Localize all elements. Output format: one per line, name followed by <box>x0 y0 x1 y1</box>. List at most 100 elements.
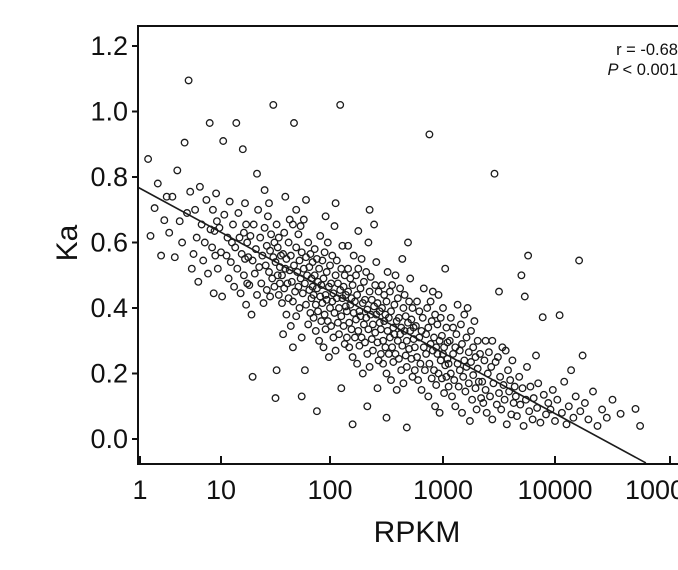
data-point <box>539 390 548 399</box>
svg-text:1.2: 1.2 <box>90 31 128 61</box>
data-point <box>453 300 462 309</box>
data-point <box>560 377 569 386</box>
data-point <box>294 282 303 291</box>
data-point <box>413 297 421 306</box>
data-point <box>342 333 351 342</box>
data-point <box>398 341 407 350</box>
data-point <box>602 413 611 422</box>
data-point <box>538 313 547 322</box>
data-point <box>367 295 376 304</box>
data-point <box>593 421 602 430</box>
data-point <box>314 307 322 316</box>
data-point <box>478 377 487 386</box>
data-point <box>362 268 371 276</box>
data-point <box>332 256 341 265</box>
data-point <box>387 307 395 316</box>
data-point <box>481 385 490 394</box>
data-point <box>435 408 444 417</box>
data-point <box>419 343 428 352</box>
data-point <box>304 238 313 247</box>
data-point <box>384 349 393 358</box>
data-point <box>437 374 446 383</box>
data-point <box>235 233 244 242</box>
data-point <box>551 417 559 425</box>
data-point <box>536 418 545 427</box>
p-value-text: < 0.001 <box>622 61 678 79</box>
data-point <box>431 402 440 411</box>
data-point <box>467 358 475 366</box>
data-point <box>417 326 426 335</box>
data-point <box>382 369 391 378</box>
data-point <box>365 205 374 214</box>
data-point <box>415 307 424 316</box>
data-point <box>500 395 509 404</box>
data-point <box>464 348 473 357</box>
data-point <box>226 258 235 267</box>
data-point <box>564 402 573 411</box>
data-point <box>368 346 377 355</box>
data-point <box>260 186 269 195</box>
data-point <box>319 274 328 283</box>
data-point <box>355 341 364 350</box>
data-point <box>495 389 503 398</box>
data-point <box>410 343 419 352</box>
data-point <box>285 215 294 224</box>
data-point <box>337 312 346 321</box>
data-point <box>365 362 374 371</box>
data-point <box>331 271 340 280</box>
data-point <box>265 268 273 276</box>
data-point <box>217 248 225 257</box>
data-point <box>376 325 385 334</box>
data-point <box>518 384 527 393</box>
scatter-points <box>144 76 645 432</box>
data-point <box>300 279 309 288</box>
data-point <box>202 195 211 204</box>
data-point <box>451 343 460 352</box>
data-point <box>311 300 320 309</box>
scatter-chart: 1 10 100 1000 10000 100000 0.0 0.2 0.4 0.6 0.8 1.0… <box>51 25 678 549</box>
data-point <box>416 359 425 368</box>
data-point <box>225 197 234 206</box>
data-point <box>455 366 464 375</box>
data-point <box>442 323 451 332</box>
data-point <box>279 330 288 339</box>
data-point <box>312 407 321 416</box>
data-point <box>446 369 455 378</box>
data-point <box>525 407 534 416</box>
data-point <box>454 382 463 391</box>
data-point <box>363 402 372 411</box>
data-point <box>488 415 497 424</box>
data-point <box>265 199 273 208</box>
data-point <box>241 199 249 208</box>
data-point <box>270 282 279 291</box>
data-point <box>331 199 340 208</box>
data-point <box>443 338 452 347</box>
data-point <box>353 290 362 299</box>
data-point <box>444 359 453 368</box>
data-point <box>367 335 376 344</box>
data-point <box>271 258 280 267</box>
data-point <box>295 304 304 312</box>
data-point <box>636 421 645 430</box>
data-point <box>352 271 360 280</box>
data-point <box>211 251 220 260</box>
data-point <box>199 256 208 265</box>
data-point <box>290 119 298 127</box>
data-point <box>284 238 293 247</box>
data-point <box>297 333 306 342</box>
data-point <box>229 220 237 229</box>
data-point <box>366 272 375 281</box>
data-point <box>474 377 483 386</box>
plot-frame <box>137 25 678 465</box>
data-point <box>502 420 511 429</box>
data-point <box>144 155 153 163</box>
data-point <box>418 313 427 322</box>
data-point <box>434 290 443 299</box>
data-point <box>501 346 510 355</box>
data-point <box>323 238 332 247</box>
svg-text:100: 100 <box>307 475 352 505</box>
data-point <box>168 192 177 201</box>
data-point <box>422 330 431 339</box>
data-point <box>278 271 286 280</box>
data-point <box>385 287 394 296</box>
